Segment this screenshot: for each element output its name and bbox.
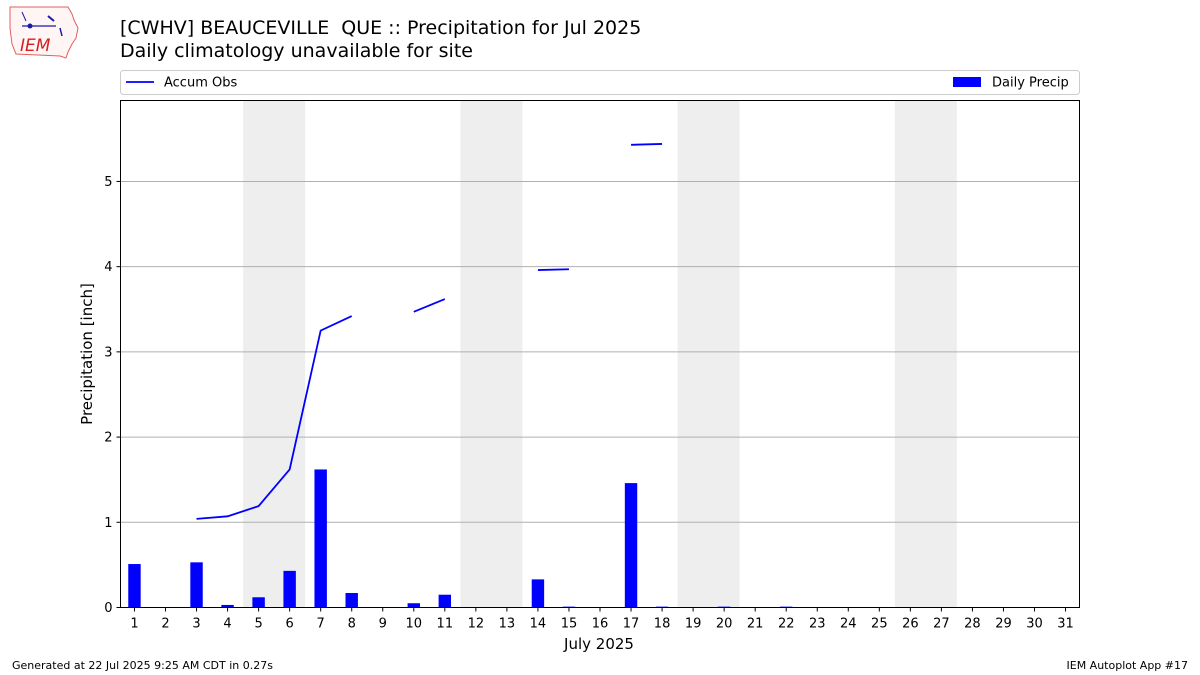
iem-iowa-logo-icon: IEM	[9, 6, 79, 59]
x-tick-label: 13	[499, 617, 516, 632]
bar-day-14	[531, 579, 545, 608]
x-tick-label: 4	[223, 617, 231, 632]
bar-day-8	[345, 593, 358, 608]
daily-precip-bars	[128, 469, 793, 608]
x-tick-label: 23	[809, 617, 826, 632]
weekend-shade-1	[460, 100, 523, 608]
bar-day-7	[314, 469, 327, 608]
footer-app-text: IEM Autoplot App #17	[1066, 659, 1189, 672]
legend-bar-swatch	[953, 77, 981, 87]
x-axis-label: July 2025	[563, 635, 634, 653]
y-tick-label: 3	[104, 345, 112, 360]
y-gridlines	[120, 180, 1080, 523]
x-tick-label: 6	[286, 617, 294, 632]
x-tick-label: 1	[130, 617, 138, 632]
x-tick-label: 12	[468, 617, 485, 632]
x-tick-label: 7	[317, 617, 325, 632]
accum-obs-line	[196, 143, 663, 520]
x-tick-label: 29	[995, 617, 1012, 632]
bar-day-6	[283, 570, 296, 608]
bar-day-10	[407, 603, 420, 608]
y-tick-label: 1	[104, 516, 112, 531]
accum-line-segment-1	[413, 298, 446, 313]
x-axis: 1 2 3 4 5 6 7 8 9 10 11 12 13 14 15 16 17 18 19 20 21 22 23 24 2…	[130, 607, 1074, 632]
x-tick-label: 21	[747, 617, 764, 632]
y-axis: 0 1 2 3 4 5	[104, 175, 121, 616]
x-tick-label: 10	[406, 617, 423, 632]
weekend-shade-3	[894, 100, 957, 608]
x-tick-label: 31	[1057, 617, 1074, 632]
y-tick-label: 5	[104, 175, 112, 190]
legend-box	[120, 70, 1080, 95]
bar-day-11	[438, 594, 452, 608]
weekend-shading	[243, 100, 957, 608]
x-tick-label: 22	[778, 617, 795, 632]
x-tick-label: 20	[716, 617, 733, 632]
x-tick-label: 27	[933, 617, 950, 632]
weekend-shade-2	[677, 100, 740, 608]
accum-line-segment-2	[537, 268, 569, 271]
legend-accum-obs: Accum Obs	[164, 76, 237, 91]
accum-line-segment-0	[196, 315, 353, 520]
y-tick-label: 2	[104, 431, 112, 446]
x-tick-label: 17	[623, 617, 640, 632]
x-tick-label: 14	[530, 617, 547, 632]
bar-day-17	[624, 483, 638, 608]
bar-day-1	[128, 564, 141, 608]
chart-title: [CWHV] BEAUCEVILLE QUE :: Precipitation …	[120, 17, 642, 39]
x-tick-label: 9	[379, 617, 387, 632]
x-tick-label: 11	[437, 617, 454, 632]
accum-line-segment-3	[631, 143, 663, 146]
x-tick-label: 19	[685, 617, 702, 632]
x-tick-label: 25	[871, 617, 888, 632]
bar-day-4	[221, 604, 234, 608]
x-tick-label: 30	[1026, 617, 1043, 632]
x-tick-label: 2	[161, 617, 169, 632]
logo-text: IEM	[20, 36, 51, 56]
legend: Accum Obs Daily Precip	[120, 70, 1080, 95]
x-tick-label: 8	[348, 617, 356, 632]
x-tick-label: 26	[902, 617, 919, 632]
bar-day-3	[190, 562, 203, 608]
x-tick-label: 16	[592, 617, 609, 632]
x-tick-label: 18	[654, 617, 671, 632]
x-tick-label: 3	[192, 617, 200, 632]
weekend-shade-0	[243, 100, 306, 608]
footer-generated-text: Generated at 22 Jul 2025 9:25 AM CDT in …	[12, 659, 273, 672]
x-tick-label: 28	[964, 617, 981, 632]
legend-daily-precip: Daily Precip	[992, 76, 1069, 91]
y-tick-label: 4	[104, 260, 112, 275]
bar-day-5	[252, 597, 265, 608]
x-tick-label: 24	[840, 617, 857, 632]
x-tick-label: 15	[561, 617, 578, 632]
y-axis-label: Precipitation [inch]	[78, 283, 96, 425]
x-tick-label: 5	[254, 617, 262, 632]
y-tick-label: 0	[104, 601, 112, 616]
chart-subtitle: Daily climatology unavailable for site	[120, 40, 473, 62]
